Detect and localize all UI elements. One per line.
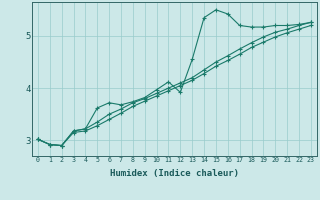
- X-axis label: Humidex (Indice chaleur): Humidex (Indice chaleur): [110, 169, 239, 178]
